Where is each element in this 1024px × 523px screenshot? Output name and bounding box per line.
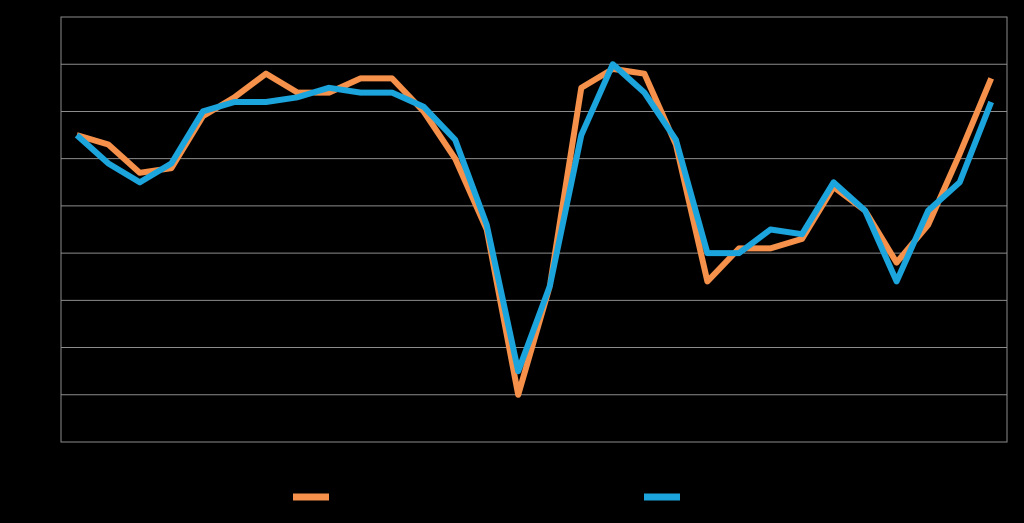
series-line [74, 61, 994, 375]
plot-border [60, 16, 1008, 443]
